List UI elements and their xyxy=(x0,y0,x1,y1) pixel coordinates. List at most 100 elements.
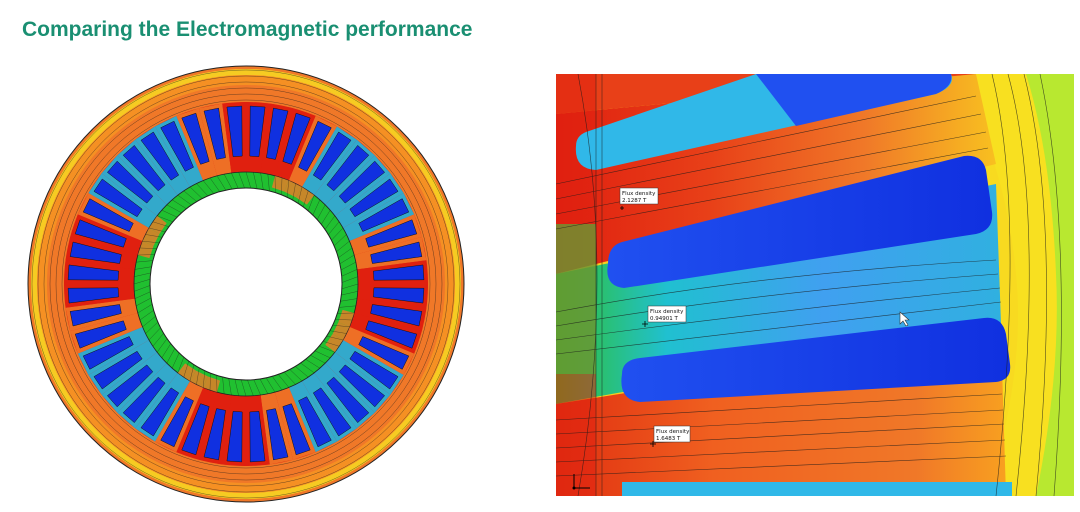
slot xyxy=(373,287,425,304)
slot xyxy=(74,320,127,349)
rotor-flux-line xyxy=(321,210,331,225)
rotor-hot-sector xyxy=(296,187,315,205)
probe-3-value: 1.6483 T xyxy=(656,436,681,442)
rotor-hot-sector xyxy=(142,228,160,246)
yoke-flux-line xyxy=(49,87,443,481)
rotor-flux-line xyxy=(305,359,320,369)
slide-title: Comparing the Electromagnetic performanc… xyxy=(22,18,473,41)
rotor-flux-line xyxy=(283,371,296,385)
rotor-flux-line xyxy=(139,310,154,321)
slot xyxy=(93,350,143,390)
slot xyxy=(67,287,119,304)
rotor-flux-line xyxy=(209,177,220,192)
rotor-flux-line xyxy=(253,172,258,189)
probe-3-label: Flux density xyxy=(656,429,690,435)
rotor-flux-line xyxy=(137,304,153,314)
yoke-flux-line xyxy=(55,93,437,475)
slot xyxy=(266,107,289,160)
slot xyxy=(298,120,332,172)
axis-triad-icon xyxy=(572,474,590,490)
slot xyxy=(312,131,352,181)
rotor-flux-line xyxy=(228,378,232,396)
rotor-flux-line xyxy=(172,199,187,209)
slot xyxy=(358,198,410,232)
probe-1: Flux density 2.1287 T xyxy=(619,187,659,210)
rotor-flux-line xyxy=(329,330,347,334)
rotor-flux-line xyxy=(338,247,353,258)
slot xyxy=(140,387,180,437)
slot xyxy=(93,178,143,218)
rotor-flux-line xyxy=(340,298,358,302)
rotor-flux-line xyxy=(332,324,350,328)
slot xyxy=(358,336,410,370)
slot xyxy=(365,320,418,349)
slot xyxy=(67,264,119,281)
rotor-hot-sector xyxy=(338,309,355,327)
slot xyxy=(298,396,332,448)
slot xyxy=(326,376,370,423)
probe-2-label: Flux density xyxy=(650,309,684,315)
flux-lines xyxy=(556,74,1062,496)
slot xyxy=(266,408,289,461)
rotor-flux-line xyxy=(341,291,358,296)
rotor-hot-sector xyxy=(203,376,221,393)
rotor-hot-sector xyxy=(137,241,154,259)
rotor-flux-line xyxy=(245,171,251,189)
slot xyxy=(203,408,226,461)
rotor-hot-sector xyxy=(271,175,289,192)
rotor-flux-line xyxy=(336,240,350,252)
slot xyxy=(226,411,243,463)
rotor-flux-line xyxy=(152,333,164,347)
rotor-hot-sector xyxy=(325,334,343,353)
rotor-flux-line xyxy=(202,370,206,388)
slot xyxy=(282,403,311,456)
rotor-flux-line xyxy=(314,350,331,359)
rotor-flux-line xyxy=(259,378,269,394)
slot xyxy=(74,219,127,248)
probe-1-label: Flux density xyxy=(622,191,656,197)
slot xyxy=(82,336,134,370)
rotor-flux-line xyxy=(341,283,359,289)
rotor-flux-line xyxy=(139,247,157,249)
rotor-hot-sector xyxy=(149,215,167,234)
mouse-cursor-icon xyxy=(899,311,910,327)
rotor-flux-line xyxy=(312,199,321,216)
rotor-flux-line xyxy=(234,379,239,396)
yoke-band-mid xyxy=(37,75,455,493)
slot xyxy=(122,145,166,192)
yoke-flux-line xyxy=(31,69,461,499)
rotor-bore xyxy=(149,187,343,381)
rotor-flux-line xyxy=(196,183,209,197)
zoom-svg: Flux density 2.1287 T Flux density 0.949… xyxy=(556,74,1074,496)
slot xyxy=(226,105,243,157)
rotor-flux-line xyxy=(157,215,173,223)
slot xyxy=(338,160,385,204)
probe-3: Flux density 1.6483 T xyxy=(650,425,691,447)
rotor-hot-sector xyxy=(332,322,350,340)
rotor-flux-line xyxy=(331,227,344,241)
rotor-flux-line xyxy=(161,343,171,358)
rotor-flux-line xyxy=(156,338,168,353)
slot xyxy=(82,198,134,232)
slot xyxy=(160,396,194,448)
rotor-flux-line xyxy=(177,357,185,373)
rotor-flux-line xyxy=(281,177,283,195)
rotor-flux-line xyxy=(286,180,290,198)
rotor-flux-line xyxy=(339,254,355,264)
rotor-flux-line xyxy=(307,195,315,211)
rotor-hot-sector xyxy=(177,363,196,381)
rotor-flux-line xyxy=(303,190,309,208)
tooth-tip-mid xyxy=(556,224,596,374)
rotor-flux-line xyxy=(222,377,225,394)
slot-3-top xyxy=(622,482,1012,496)
rotor-flux-line xyxy=(300,362,315,374)
rotor-flux-line xyxy=(202,180,214,194)
rotor-flux-line xyxy=(278,374,290,388)
slot xyxy=(349,178,399,218)
rotor-flux-line xyxy=(322,341,340,347)
slot xyxy=(140,131,180,181)
rotor-flux-line xyxy=(148,227,166,233)
rotor-flux-line xyxy=(289,369,303,382)
slot xyxy=(312,387,352,437)
rotor-flux-line xyxy=(142,240,160,244)
